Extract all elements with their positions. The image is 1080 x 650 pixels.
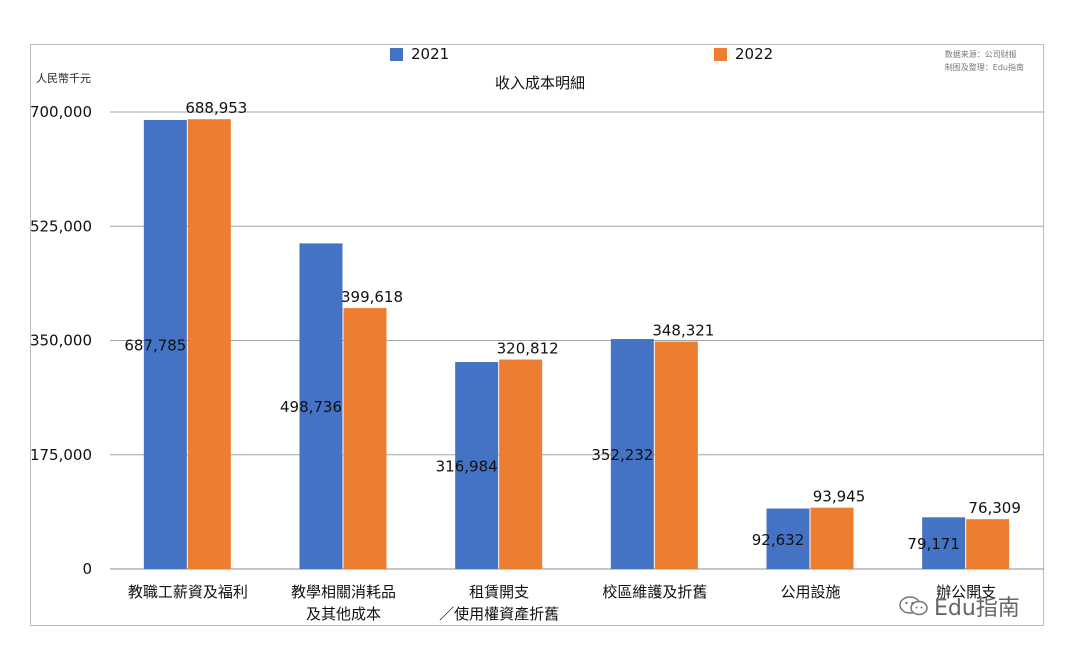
bar-2021 (455, 362, 499, 569)
data-label-2022: 320,812 (497, 340, 559, 358)
x-tick-label: 及其他成本 (306, 605, 381, 623)
bar-2021 (766, 508, 810, 569)
bar-2022 (966, 519, 1010, 569)
data-label-2022: 93,945 (813, 488, 866, 506)
x-tick-label: 校區維護及折舊 (602, 583, 707, 601)
source-line-1: 数据来源：公司财报 (944, 50, 1017, 59)
data-label-2021: 79,171 (907, 535, 960, 553)
legend: 2021 2022 (0, 45, 1080, 65)
y-tick-label: 525,000 (30, 217, 92, 235)
data-label-2022: 348,321 (652, 322, 714, 340)
y-tick-label: 175,000 (30, 446, 92, 464)
x-tick-label: 教學相關消耗品 (291, 583, 396, 601)
bar-2022 (187, 119, 231, 570)
y-tick-label: 350,000 (30, 332, 92, 350)
bar-2022 (654, 341, 698, 569)
x-tick-label: 公用設施 (780, 583, 840, 601)
data-label-2021: 352,232 (591, 446, 653, 464)
data-label-2021: 687,785 (124, 336, 186, 354)
x-tick-label: 辦公開支 (936, 583, 996, 601)
wechat-icon (899, 596, 928, 616)
legend-swatch-2021 (390, 47, 403, 61)
source-line-2: 制图及整理：Edu指南 (944, 63, 1024, 72)
watermark-text: Edu指南 (934, 596, 1020, 621)
data-label-2022: 76,309 (968, 499, 1021, 517)
data-label-2021: 316,984 (436, 458, 498, 476)
data-label-2022: 688,953 (185, 99, 247, 117)
bar-2021 (299, 243, 343, 569)
legend-item-2021: 2021 (390, 45, 449, 63)
x-tick-label: ／使用權資產折舊 (439, 605, 559, 623)
bar-2022 (499, 359, 543, 569)
bar-2021 (143, 119, 187, 570)
data-label-2022: 399,618 (341, 288, 403, 306)
bar-2022 (343, 308, 387, 569)
data-label-2021: 92,632 (752, 531, 805, 549)
chart-title: 收入成本明細 (494, 74, 585, 92)
bar-2021 (610, 339, 654, 569)
source-note: 数据来源：公司财报 制图及整理：Edu指南 (945, 48, 1024, 74)
x-tick-label: 租賃開支 (469, 583, 529, 601)
y-tick-label: 0 (82, 560, 92, 578)
bar-2022 (810, 507, 854, 569)
legend-label-2022: 2022 (735, 45, 774, 63)
legend-swatch-2022 (714, 47, 727, 61)
data-label-2021: 498,736 (280, 398, 342, 416)
legend-item-2022: 2022 (714, 45, 773, 63)
y-axis-unit: 人民幣千元 (36, 72, 91, 85)
watermark: Edu指南 (898, 590, 1020, 622)
x-tick-label: 教職工薪資及福利 (128, 583, 248, 601)
y-tick-label: 700,000 (30, 103, 92, 121)
legend-label-2021: 2021 (411, 45, 450, 63)
bar-2021 (922, 517, 966, 569)
